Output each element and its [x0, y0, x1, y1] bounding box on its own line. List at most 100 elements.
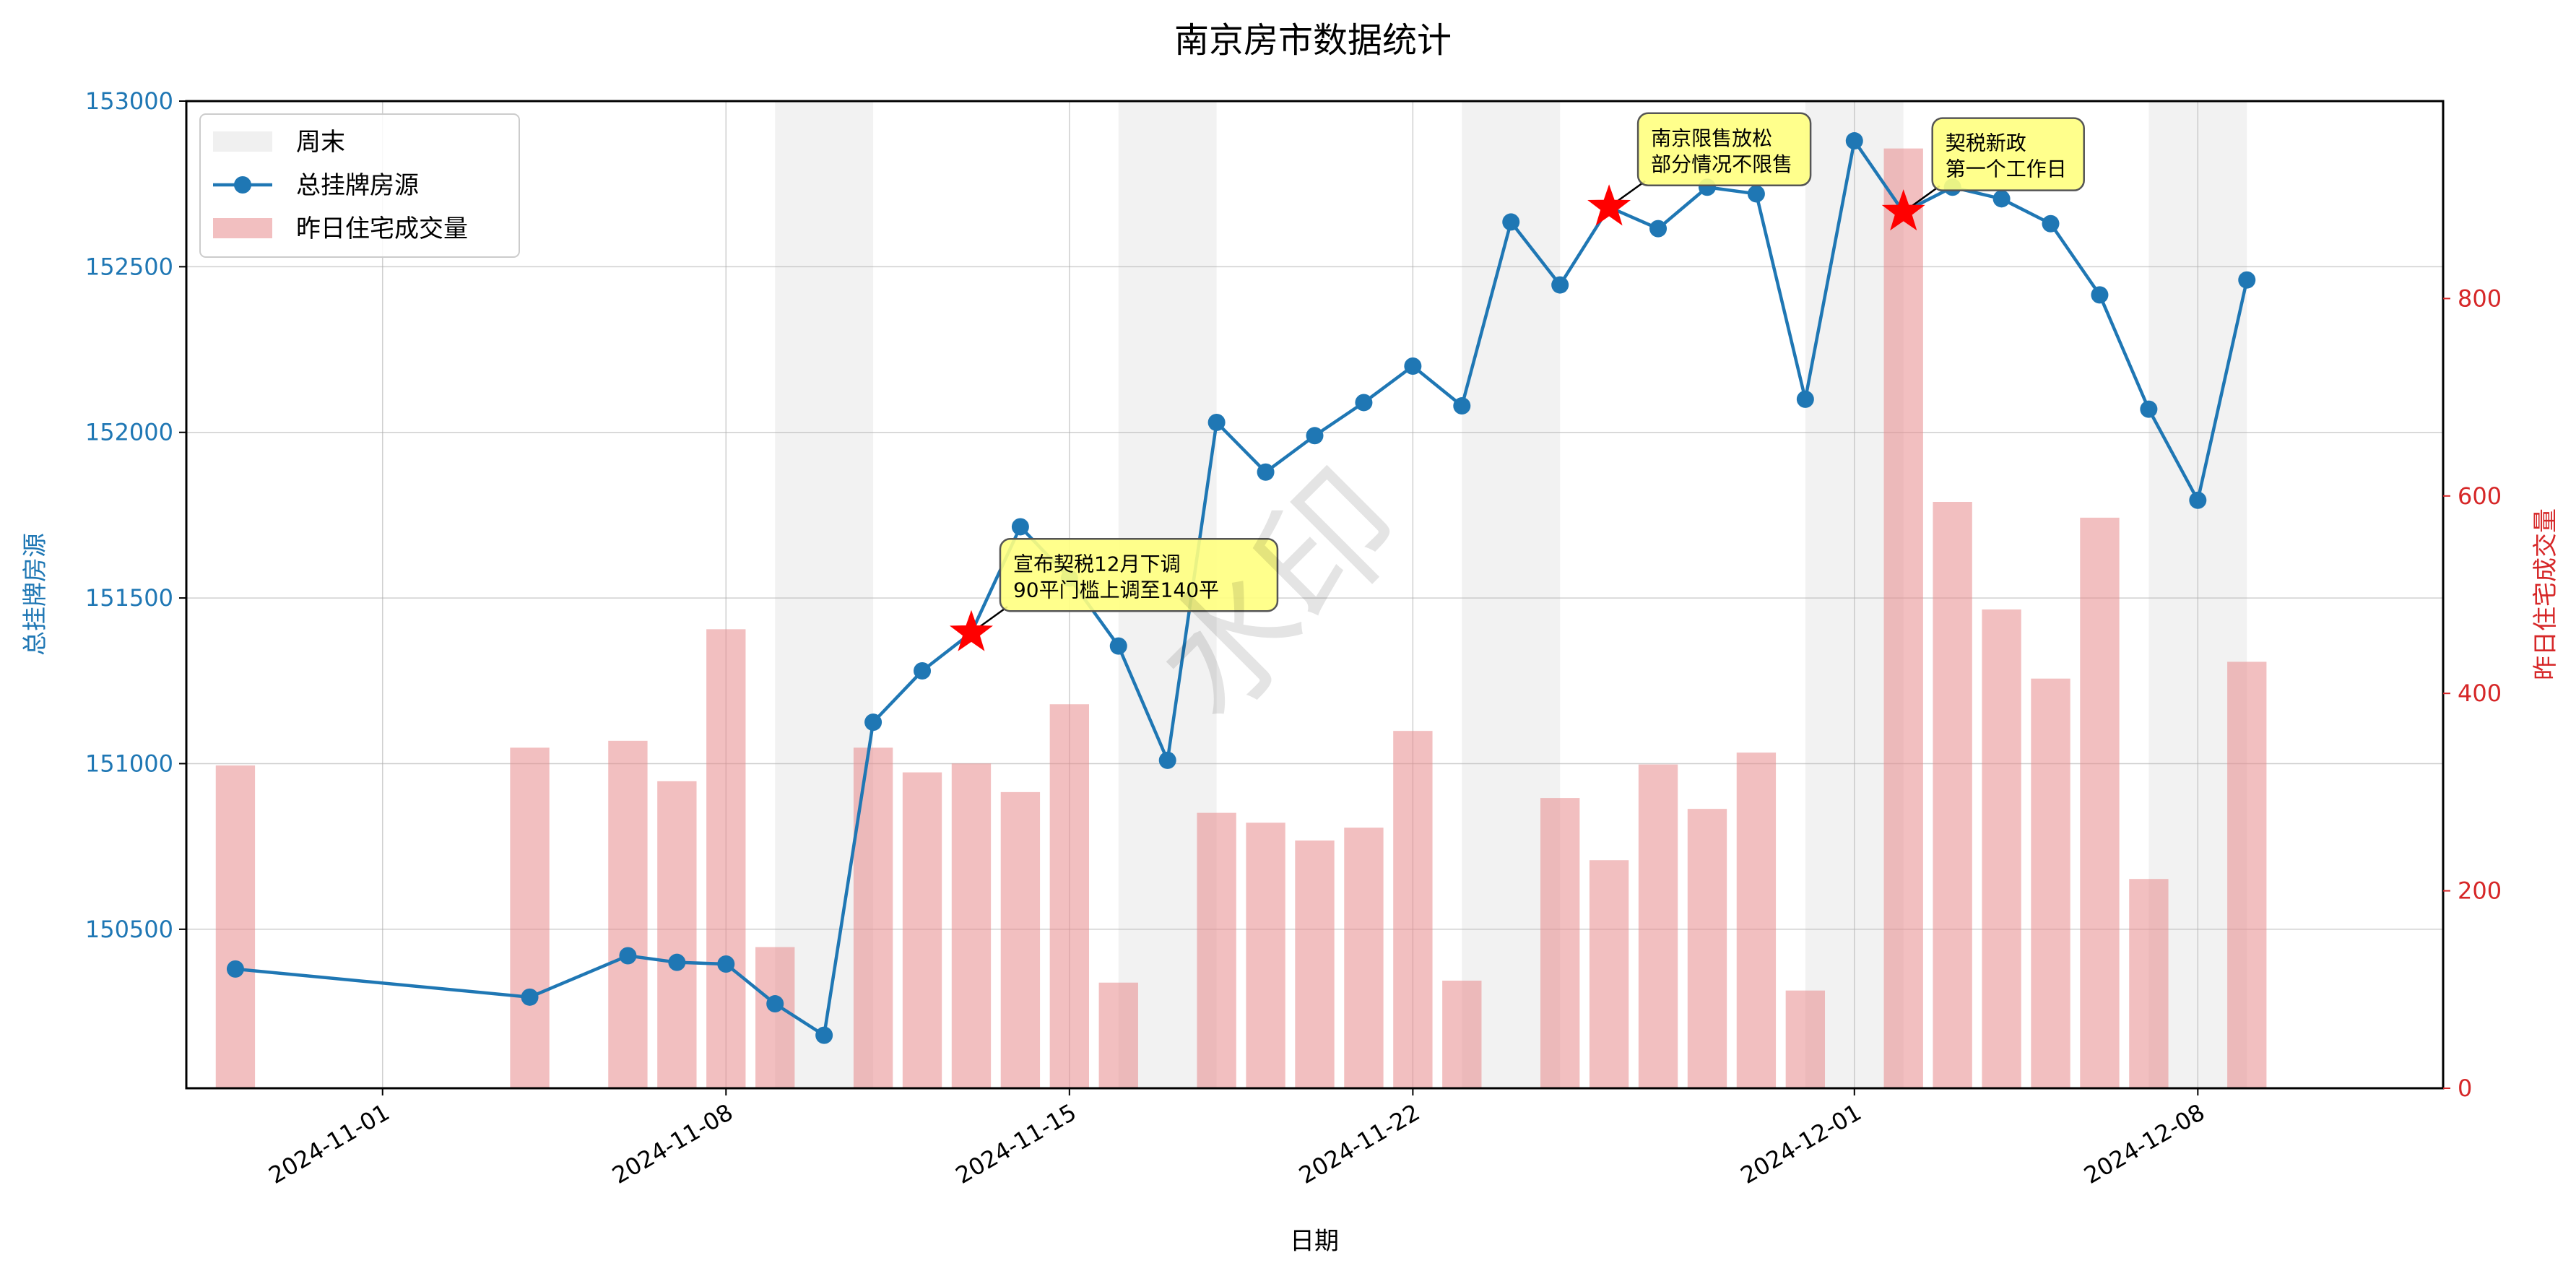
bar-2024-12-07	[2129, 879, 2169, 1088]
annotation-box-2	[1931, 117, 2085, 191]
right-axis-label: 昨日住宅成交量	[2531, 508, 2560, 680]
point-2024-11-17	[1158, 751, 1176, 769]
bar-2024-11-12	[902, 772, 942, 1088]
left-tick-label-1: 151000	[85, 750, 173, 777]
bar-2024-11-25	[1540, 798, 1580, 1088]
legend-item-2: 昨日住宅成交量	[213, 214, 468, 243]
x-tick-label-2: 2024-11-15	[951, 1098, 1081, 1189]
bar-2024-11-23	[1442, 980, 1482, 1088]
left-tick-label-3: 152000	[85, 419, 173, 446]
point-2024-11-24	[1502, 213, 1520, 231]
legend-item-1: 总挂牌房源	[213, 171, 419, 200]
point-2024-11-25	[1551, 276, 1569, 294]
legend-label-1: 总挂牌房源	[296, 171, 419, 200]
point-2024-11-06	[619, 947, 637, 965]
bar-2024-11-19	[1246, 823, 1285, 1088]
bar-2024-11-08	[706, 629, 746, 1088]
point-2024-12-05	[2042, 214, 2060, 233]
left-axis-label: 总挂牌房源	[21, 533, 50, 656]
right-axis: 0 200 400 600 800	[2443, 285, 2502, 1102]
bar-2024-12-03	[1933, 502, 1972, 1088]
chart-title: 南京房市数据统计	[1174, 20, 1452, 61]
annotation-text-1-0: 南京限售放松	[1651, 126, 1772, 150]
bar-2024-11-26	[1589, 860, 1629, 1088]
annotation-text-2-0: 契税新政	[1946, 131, 2026, 155]
legend-swatch-bar	[213, 218, 272, 238]
bar-2024-10-29	[215, 765, 256, 1088]
point-2024-12-07	[2140, 400, 2158, 418]
right-tick-label-1: 200	[2458, 877, 2502, 905]
bar-2024-11-18	[1197, 812, 1236, 1088]
point-2024-11-11	[864, 713, 882, 732]
point-2024-11-07	[668, 953, 686, 971]
point-2024-11-27	[1649, 220, 1668, 238]
weekend-layer	[775, 101, 2247, 1088]
right-tick-label-3: 600	[2458, 482, 2502, 510]
point-2024-12-01	[1845, 132, 1863, 150]
bar-2024-11-14	[1000, 791, 1041, 1088]
x-axis: 2024-11-01 2024-11-08 2024-11-15 2024-11-22…	[264, 1088, 2209, 1189]
bar-2024-11-29	[1736, 752, 1777, 1088]
left-tick-label-0: 150500	[85, 916, 173, 943]
point-2024-11-30	[1796, 390, 1814, 408]
annotation-star-0	[949, 609, 993, 651]
bar-2024-12-02	[1883, 148, 1923, 1089]
bar-2024-11-11	[853, 747, 893, 1088]
point-2024-11-14	[1011, 518, 1029, 536]
bar-layer	[215, 148, 2267, 1089]
x-tick-label-1: 2024-11-08	[607, 1098, 737, 1189]
point-2024-12-08	[2189, 491, 2207, 509]
right-tick-label-0: 0	[2458, 1075, 2472, 1102]
bar-2024-11-21	[1344, 828, 1384, 1088]
annotation-box-1	[1636, 112, 1812, 187]
legend-item-0: 周末	[213, 128, 345, 157]
bar-2024-11-22	[1393, 731, 1433, 1088]
bar-2024-11-15	[1049, 704, 1089, 1088]
legend-label-0: 周末	[296, 128, 345, 157]
x-tick-label-5: 2024-12-08	[2079, 1098, 2209, 1189]
left-tick-label-5: 153000	[85, 87, 173, 115]
bar-2024-11-09	[755, 947, 795, 1088]
annotation-text-1-1: 部分情况不限售	[1651, 152, 1792, 176]
point-2024-11-22	[1404, 357, 1422, 375]
annotation-star-2	[1881, 189, 1925, 231]
right-tick-label-4: 800	[2458, 285, 2502, 312]
point-2024-11-19	[1257, 463, 1275, 481]
x-tick-label-4: 2024-12-01	[1736, 1098, 1866, 1189]
point-2024-11-18	[1207, 413, 1226, 431]
plot-frame	[185, 100, 2445, 1090]
point-2024-11-12	[914, 662, 932, 680]
point-2024-11-08	[717, 955, 735, 973]
annotation-box-0	[999, 538, 1279, 612]
bar-2024-12-09	[2227, 661, 2267, 1088]
bar-2024-11-28	[1687, 809, 1727, 1088]
annotation-text-0-1: 90平门槛上调至140平	[1013, 578, 1219, 602]
x-tick-label-0: 2024-11-01	[264, 1098, 394, 1189]
annotation-star-1	[1587, 184, 1631, 226]
annotation-text-2-1: 第一个工作日	[1946, 157, 2067, 181]
bar-2024-11-20	[1295, 840, 1335, 1088]
legend-swatch-weekend	[213, 131, 272, 152]
bar-2024-11-04	[510, 747, 550, 1088]
point-2024-12-04	[1992, 190, 2011, 208]
right-tick-label-2: 400	[2458, 680, 2502, 707]
legend-label-2: 昨日住宅成交量	[296, 214, 468, 243]
bar-2024-11-07	[657, 781, 697, 1088]
point-2024-11-21	[1355, 394, 1373, 412]
point-2024-11-20	[1306, 427, 1324, 445]
point-2024-12-09	[2238, 271, 2256, 289]
x-axis-label: 日期	[1290, 1227, 1339, 1256]
point-2024-11-23	[1453, 397, 1471, 415]
legend-swatch-marker	[234, 176, 251, 194]
x-tick-label-3: 2024-11-22	[1294, 1098, 1424, 1189]
point-2024-12-06	[2091, 286, 2109, 304]
left-tick-label-2: 151500	[85, 584, 173, 612]
point-2024-11-04	[521, 988, 539, 1006]
bar-2024-12-05	[2031, 678, 2070, 1088]
bar-2024-12-06	[2080, 517, 2120, 1088]
